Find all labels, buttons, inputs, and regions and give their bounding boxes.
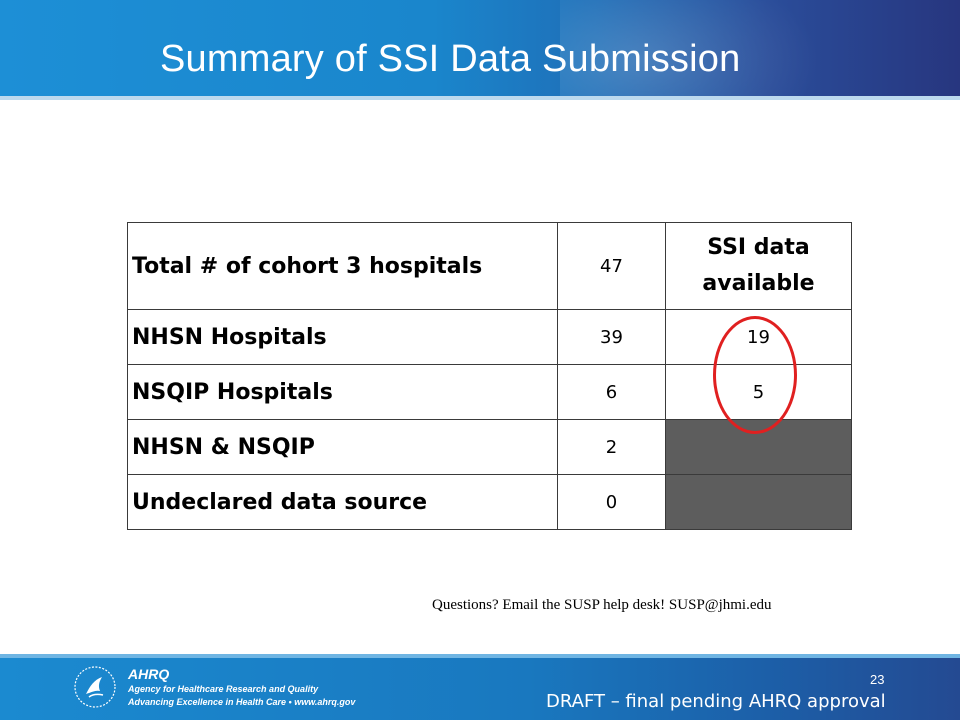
row-label: NSQIP Hospitals bbox=[127, 364, 558, 420]
agency-tagline: Advancing Excellence in Health Care • ww… bbox=[128, 697, 356, 707]
header-label-cell: Total # of cohort 3 hospitals bbox=[127, 222, 558, 310]
ahrq-logo: AHRQ Agency for Healthcare Research and … bbox=[72, 664, 362, 714]
ssi-heading: SSI data available bbox=[702, 235, 815, 296]
slide-title: Summary of SSI Data Submission bbox=[160, 38, 741, 80]
footer-banner bbox=[0, 654, 960, 720]
table-header-row: Total # of cohort 3 hospitals 47 SSI dat… bbox=[127, 222, 852, 310]
page-number: 23 bbox=[870, 672, 885, 687]
draft-note: DRAFT – final pending AHRQ approval bbox=[546, 691, 886, 712]
row-count: 2 bbox=[557, 419, 666, 475]
row-count: 39 bbox=[557, 309, 666, 365]
agency-name: Agency for Healthcare Research and Quali… bbox=[128, 684, 319, 694]
header-count-cell: 47 bbox=[557, 222, 666, 310]
header-band bbox=[0, 96, 960, 100]
header-ssi-cell: SSI data available bbox=[665, 222, 852, 310]
hhs-eagle-icon bbox=[74, 666, 116, 708]
ahrq-wordmark: AHRQ bbox=[128, 666, 170, 682]
row-ssi-shaded bbox=[665, 474, 852, 530]
header-banner bbox=[0, 0, 960, 100]
table-row: Undeclared data source 0 bbox=[127, 474, 852, 530]
row-count: 0 bbox=[557, 474, 666, 530]
row-label: NHSN & NSQIP bbox=[127, 419, 558, 475]
footer-highlight bbox=[0, 654, 960, 658]
row-label: NHSN Hospitals bbox=[127, 309, 558, 365]
questions-note: Questions? Email the SUSP help desk! SUS… bbox=[432, 597, 772, 613]
header-swoosh bbox=[560, 0, 820, 100]
highlight-circle bbox=[713, 316, 797, 434]
row-count: 6 bbox=[557, 364, 666, 420]
row-label: Undeclared data source bbox=[127, 474, 558, 530]
